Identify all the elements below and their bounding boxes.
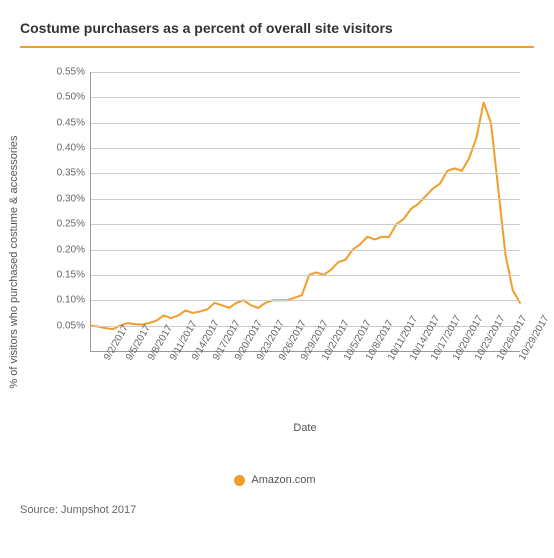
gridline bbox=[91, 173, 520, 174]
legend-item-label: Amazon.com bbox=[251, 474, 315, 486]
gridline bbox=[91, 148, 520, 149]
x-axis-label: Date bbox=[90, 422, 520, 434]
page-title: Costume purchasers as a percent of overa… bbox=[20, 20, 534, 36]
legend-marker-icon bbox=[234, 475, 245, 486]
y-tick-label: 0.40% bbox=[57, 143, 91, 154]
y-tick-label: 0.10% bbox=[57, 295, 91, 306]
gridline bbox=[91, 72, 520, 73]
y-tick-label: 0.20% bbox=[57, 244, 91, 255]
gridline bbox=[91, 250, 520, 251]
gridline bbox=[91, 199, 520, 200]
series-line bbox=[91, 102, 520, 329]
plot-area: 0.05%0.10%0.15%0.20%0.25%0.30%0.35%0.40%… bbox=[90, 72, 520, 352]
source-text: Source: Jumpshot 2017 bbox=[20, 504, 534, 516]
y-tick-label: 0.50% bbox=[57, 92, 91, 103]
gridline bbox=[91, 300, 520, 301]
y-tick-label: 0.25% bbox=[57, 219, 91, 230]
y-tick-label: 0.35% bbox=[57, 168, 91, 179]
gridline bbox=[91, 97, 520, 98]
line-series bbox=[91, 72, 520, 351]
y-tick-label: 0.45% bbox=[57, 117, 91, 128]
gridline bbox=[91, 123, 520, 124]
gridline bbox=[91, 275, 520, 276]
gridline bbox=[91, 224, 520, 225]
header-rule bbox=[20, 46, 534, 48]
y-axis-label: % of visitors who purchased costume & ac… bbox=[8, 135, 20, 388]
legend: Amazon.com bbox=[20, 474, 530, 486]
y-tick-label: 0.30% bbox=[57, 193, 91, 204]
y-tick-label: 0.15% bbox=[57, 269, 91, 280]
y-tick-label: 0.55% bbox=[57, 67, 91, 78]
chart-container: % of visitors who purchased costume & ac… bbox=[20, 62, 530, 462]
y-tick-label: 0.05% bbox=[57, 320, 91, 331]
